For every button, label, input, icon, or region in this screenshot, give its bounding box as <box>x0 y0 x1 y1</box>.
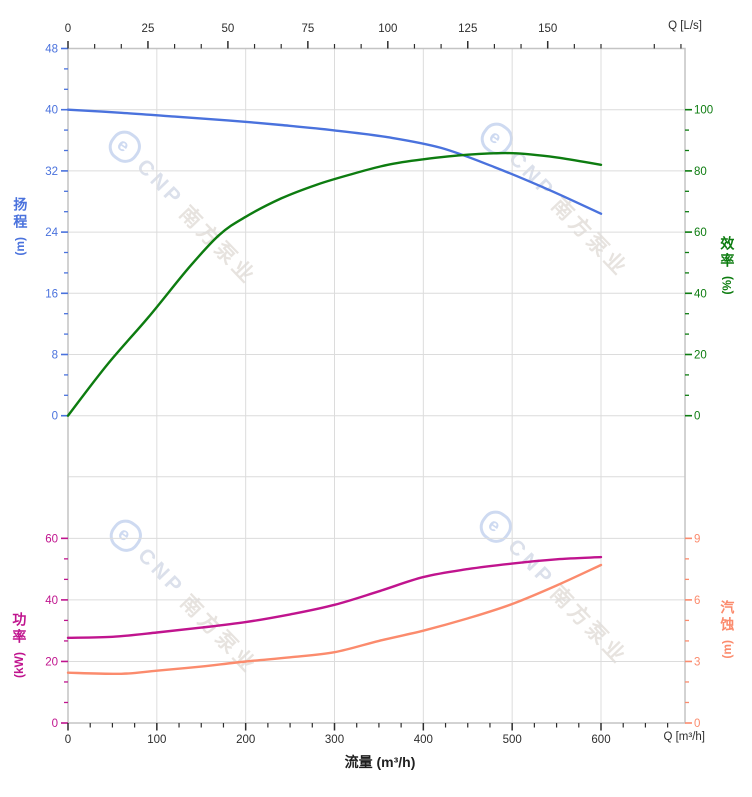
flow-bottom-tick-label: 300 <box>325 734 344 746</box>
flow-top-axis: 0 25 50 75 100 125 150 <box>65 23 682 49</box>
flow-top-tick-label: 100 <box>378 23 397 35</box>
npsh-curve <box>66 563 603 676</box>
head-tick-label: 8 <box>52 350 58 362</box>
efficiency-tick-label: 100 <box>694 105 713 117</box>
head-axis-unit: (m) <box>12 237 27 256</box>
flow-bottom-tick-label: 600 <box>591 734 610 746</box>
power-tick-label: 20 <box>45 656 58 668</box>
top-axis-unit-label: Q [L/s] <box>668 20 702 32</box>
efficiency-tick-label: 60 <box>694 227 707 239</box>
npsh-tick-label: 9 <box>694 533 700 545</box>
bottom-axis-unit-label: Q [m³/h] <box>663 731 705 743</box>
flow-top-tick-label: 25 <box>142 23 155 35</box>
power-axis: 0 20 40 60 <box>45 533 68 730</box>
npsh-tick-label: 6 <box>694 595 700 607</box>
head-axis: 0 8 16 24 32 40 48 <box>45 44 68 423</box>
efficiency-axis-title: 效率 (%) <box>719 236 736 295</box>
power-tick-label: 0 <box>52 718 58 730</box>
head-tick-label: 40 <box>45 105 58 117</box>
power-curve <box>66 555 603 639</box>
npsh-tick-label: 0 <box>694 718 700 730</box>
head-tick-label: 0 <box>52 411 58 423</box>
efficiency-tick-label: 80 <box>694 166 707 178</box>
flow-bottom-tick-label: 500 <box>503 734 522 746</box>
head-curve <box>66 108 603 215</box>
head-axis-title: 扬程 (m) <box>12 197 29 256</box>
head-axis-title-text: 扬程 <box>12 197 29 231</box>
head-tick-label: 32 <box>45 166 58 178</box>
flow-bottom-tick-label: 100 <box>147 734 166 746</box>
flow-axis-title: 流量 (m³/h) <box>344 754 416 770</box>
power-axis-unit: (kW) <box>11 652 26 678</box>
flow-bottom-tick-label: 200 <box>236 734 255 746</box>
efficiency-tick-label: 40 <box>694 288 707 300</box>
efficiency-curve <box>66 151 603 417</box>
npsh-axis-unit: (m) <box>719 640 734 659</box>
flow-bottom-tick-label: 400 <box>414 734 433 746</box>
head-tick-label: 16 <box>45 288 58 300</box>
flow-bottom-axis: 0 100 200 300 400 500 600 <box>65 723 669 746</box>
power-axis-title-text: 功率 <box>11 612 28 646</box>
efficiency-tick-label: 0 <box>694 411 700 423</box>
power-tick-label: 60 <box>45 533 58 545</box>
flow-top-tick-label: 125 <box>458 23 477 35</box>
efficiency-tick-label: 20 <box>694 350 707 362</box>
efficiency-axis-unit: (%) <box>719 276 734 295</box>
flow-top-tick-label: 75 <box>301 23 314 35</box>
power-tick-label: 40 <box>45 595 58 607</box>
flow-top-tick-label: 150 <box>538 23 557 35</box>
npsh-axis-title-text: 汽蚀 <box>719 600 736 634</box>
efficiency-axis-title-text: 效率 <box>719 236 736 270</box>
npsh-axis-title: 汽蚀 (m) <box>719 600 736 659</box>
chart-frame <box>67 47 686 724</box>
flow-top-tick-label: 50 <box>222 23 235 35</box>
head-tick-label: 48 <box>45 44 58 56</box>
efficiency-axis: 0 20 40 60 80 100 <box>685 105 713 423</box>
flow-top-tick-label: 0 <box>65 23 71 35</box>
power-axis-title: 功率 (kW) <box>11 612 28 678</box>
npsh-tick-label: 3 <box>694 656 700 668</box>
head-tick-label: 24 <box>45 227 58 239</box>
grid-layer <box>68 48 685 723</box>
npsh-axis: 0 3 6 9 <box>685 533 700 730</box>
flow-bottom-tick-label: 0 <box>65 734 71 746</box>
